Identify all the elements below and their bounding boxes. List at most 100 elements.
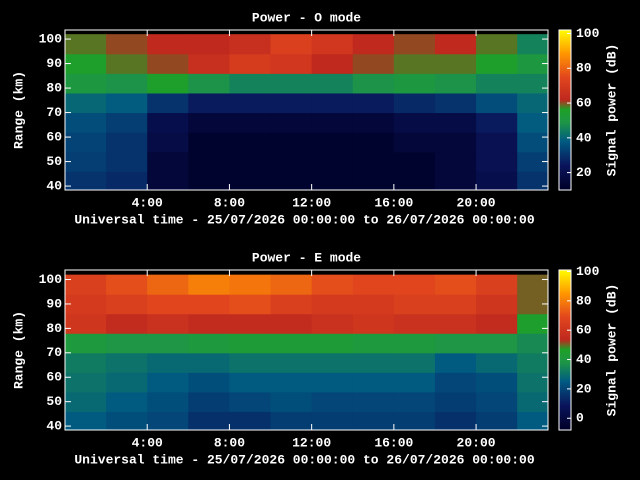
colorbar-step	[559, 388, 571, 391]
heatmap-cell	[393, 294, 436, 315]
heatmap-cell	[229, 171, 272, 190]
heatmap-cell	[476, 171, 518, 190]
heatmap-cell	[229, 372, 272, 393]
plot-frame	[64, 269, 549, 431]
heatmap-cell	[352, 391, 395, 412]
colorbar-step	[559, 102, 571, 105]
colorbar-step	[559, 292, 571, 295]
colorbar-step	[559, 408, 571, 411]
colorbar-step	[559, 324, 571, 327]
colorbar-step	[559, 282, 571, 285]
heatmap-cell	[270, 92, 313, 114]
heatmap-cell	[352, 53, 395, 74]
heatmap-cell	[229, 73, 272, 94]
heatmap-cell	[106, 151, 148, 172]
heatmap-cell	[270, 391, 313, 412]
colorbar-step	[559, 60, 571, 63]
heatmap-cell	[393, 132, 436, 153]
colorbar-step	[559, 112, 571, 115]
colorbar-tick-label: 40	[576, 352, 592, 367]
colorbar-step	[559, 342, 571, 345]
heatmap-cell	[229, 151, 272, 172]
colorbar-step	[559, 114, 571, 117]
heatmap-cell	[270, 171, 313, 190]
colorbar-step	[559, 412, 571, 415]
heatmap-cell	[106, 333, 148, 354]
x-tick-label: 20:00	[457, 435, 496, 450]
colorbar-step	[559, 80, 571, 83]
colorbar-step	[559, 414, 571, 417]
colorbar-frame	[558, 269, 572, 431]
heatmap-cell	[188, 132, 230, 153]
y-tick-label: 60	[46, 370, 62, 385]
heatmap-cell	[311, 333, 354, 354]
colorbar-step	[559, 44, 571, 47]
colorbar-step	[559, 36, 571, 39]
heatmap-cell	[270, 112, 313, 133]
y-tick-label: 80	[46, 321, 62, 336]
heatmap-cell	[147, 112, 189, 133]
heatmap-cell	[517, 294, 548, 315]
colorbar-step	[559, 134, 571, 137]
heatmap-cell	[147, 53, 189, 74]
colorbar-step	[559, 422, 571, 425]
heatmap-cell	[147, 313, 189, 334]
heatmap-cell	[311, 92, 354, 114]
colorbar-tick-label: 80	[576, 293, 592, 308]
heatmap-cell	[188, 274, 230, 295]
y-tick-label: 60	[46, 130, 62, 145]
heatmap-cell	[270, 34, 313, 55]
heatmap-cell	[476, 391, 518, 412]
heatmap-cell	[517, 53, 548, 74]
heatmap-cell	[147, 73, 189, 94]
colorbar-step	[559, 326, 571, 329]
colorbar-step	[559, 346, 571, 349]
colorbar-step	[559, 370, 571, 373]
heatmap-cell	[476, 151, 518, 172]
heatmap-cell	[65, 151, 107, 172]
heatmap-cell	[352, 352, 395, 373]
colorbar-step	[559, 420, 571, 423]
heatmap-cell	[65, 34, 107, 55]
heatmap-cell	[106, 372, 148, 393]
colorbar-step	[559, 184, 571, 187]
heatmap-cell	[352, 372, 395, 393]
colorbar-step	[559, 130, 571, 133]
heatmap-cell	[147, 333, 189, 354]
heatmap-cell	[188, 294, 230, 315]
y-tick-label: 70	[46, 105, 62, 120]
colorbar-step	[559, 322, 571, 325]
colorbar-step	[559, 344, 571, 347]
colorbar-step	[559, 336, 571, 339]
colorbar-step	[559, 40, 571, 43]
colorbar-step	[559, 334, 571, 337]
colorbar-step	[559, 38, 571, 41]
heatmap-cell	[517, 274, 548, 295]
colorbar-step	[559, 308, 571, 311]
heatmap-cell	[147, 132, 189, 153]
heatmap-cell	[229, 391, 272, 412]
heatmap-cell	[517, 391, 548, 412]
heatmap-cell	[517, 34, 548, 55]
colorbar-step	[559, 170, 571, 173]
colorbar-step	[559, 142, 571, 145]
colorbar-step	[559, 270, 571, 273]
colorbar-step	[559, 162, 571, 165]
colorbar-tick-label: 60	[576, 95, 592, 110]
colorbar-step	[559, 168, 571, 171]
heatmap-cell	[352, 411, 395, 430]
colorbar-step	[559, 312, 571, 315]
heatmap-cell	[393, 372, 436, 393]
colorbar-step	[559, 48, 571, 51]
y-tick-label: 70	[46, 345, 62, 360]
heatmap-cell	[434, 391, 477, 412]
colorbar-step	[559, 364, 571, 367]
heatmap-cell	[65, 132, 107, 153]
colorbar-step	[559, 56, 571, 59]
heatmap-cell	[188, 313, 230, 334]
colorbar-step	[559, 354, 571, 357]
heatmap-cell	[476, 73, 518, 94]
heatmap-cell	[311, 34, 354, 55]
heatmap-cell	[393, 151, 436, 172]
heatmap-cell	[352, 92, 395, 114]
